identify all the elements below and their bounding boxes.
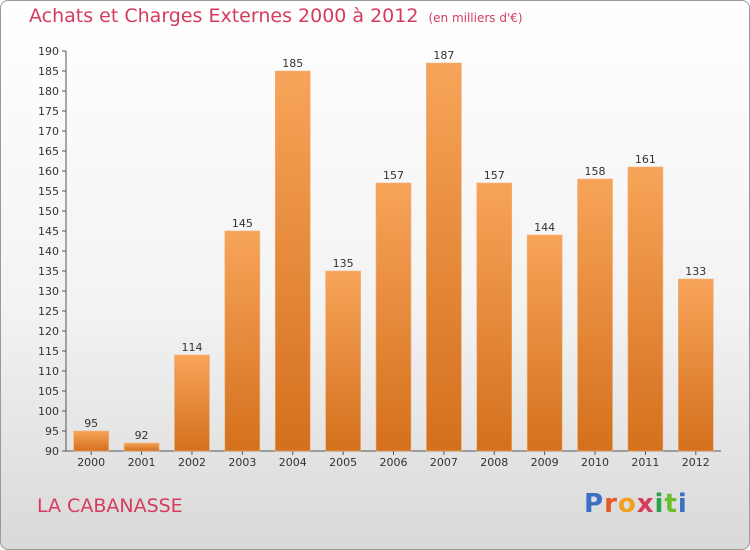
x-tick-label: 2003 xyxy=(228,456,256,469)
x-tick-label: 2008 xyxy=(480,456,508,469)
y-tick-label: 170 xyxy=(38,125,59,138)
y-tick-label: 145 xyxy=(38,225,59,238)
bar-value-label: 144 xyxy=(534,221,555,234)
bar xyxy=(73,430,109,452)
bar xyxy=(224,230,261,452)
proxiti-logo[interactable]: Proxiti xyxy=(584,489,688,519)
bar-value-label: 158 xyxy=(585,165,606,178)
x-tick-label: 2009 xyxy=(531,456,559,469)
y-tick-label: 180 xyxy=(38,85,59,98)
bar-value-label: 95 xyxy=(84,417,98,430)
y-tick-label: 105 xyxy=(38,385,59,398)
bar-value-label: 135 xyxy=(333,257,354,270)
logo-letter: r xyxy=(604,489,618,519)
logo-letter: i xyxy=(654,489,665,519)
bar xyxy=(678,278,714,452)
bar xyxy=(123,442,160,452)
bar xyxy=(526,234,563,452)
logo-letter: i xyxy=(677,489,688,519)
bar xyxy=(627,166,664,452)
logo-letter: P xyxy=(584,489,605,519)
y-tick-label: 160 xyxy=(38,165,59,178)
y-tick-label: 165 xyxy=(38,145,59,158)
x-tick-label: 2004 xyxy=(279,456,307,469)
bar-value-label: 157 xyxy=(383,169,404,182)
bar-value-label: 145 xyxy=(232,217,253,230)
y-tick-label: 95 xyxy=(45,425,59,438)
bar xyxy=(375,182,412,452)
x-tick-label: 2002 xyxy=(178,456,206,469)
chart-title-text: Achats et Charges Externes 2000 à 2012 xyxy=(29,5,419,27)
y-tick-label: 125 xyxy=(38,305,59,318)
x-tick-label: 2001 xyxy=(128,456,156,469)
bar xyxy=(577,178,613,452)
x-tick-label: 2010 xyxy=(581,456,609,469)
y-tick-label: 140 xyxy=(38,245,59,258)
logo-letter: t xyxy=(664,489,678,519)
town-name: LA CABANASSE xyxy=(37,495,183,517)
bar-value-label: 185 xyxy=(282,57,303,70)
bar-value-label: 161 xyxy=(635,153,656,166)
bar xyxy=(325,270,361,452)
y-tick-label: 110 xyxy=(38,365,59,378)
bar xyxy=(274,70,311,452)
y-tick-label: 175 xyxy=(38,105,59,118)
bar-value-label: 157 xyxy=(484,169,505,182)
y-tick-label: 115 xyxy=(38,345,59,358)
y-tick-label: 90 xyxy=(45,445,59,458)
bar xyxy=(174,354,210,452)
bar-value-label: 92 xyxy=(135,429,149,442)
y-tick-label: 155 xyxy=(38,185,59,198)
x-tick-label: 2005 xyxy=(329,456,357,469)
y-tick-label: 150 xyxy=(38,205,59,218)
x-tick-label: 2007 xyxy=(430,456,458,469)
x-tick-label: 2000 xyxy=(77,456,105,469)
y-tick-label: 135 xyxy=(38,265,59,278)
chart-unit: (en milliers d'€) xyxy=(428,11,523,25)
y-tick-label: 190 xyxy=(38,45,59,58)
bar-value-label: 187 xyxy=(433,49,454,62)
bar-value-label: 133 xyxy=(685,265,706,278)
x-tick-label: 2012 xyxy=(682,456,710,469)
y-tick-label: 130 xyxy=(38,285,59,298)
logo-letter: o xyxy=(617,489,637,519)
bar xyxy=(476,182,513,452)
x-tick-label: 2006 xyxy=(380,456,408,469)
y-tick-label: 100 xyxy=(38,405,59,418)
chart-title: Achats et Charges Externes 2000 à 2012 (e… xyxy=(29,5,523,27)
x-tick-label: 2011 xyxy=(631,456,659,469)
bars: 95 92 114 145 185 135 157 187 157 144 158 161 133 xyxy=(73,49,714,452)
bar xyxy=(426,62,462,452)
bar-value-label: 114 xyxy=(181,341,202,354)
logo-letter: x xyxy=(636,489,655,519)
y-tick-label: 120 xyxy=(38,325,59,338)
y-tick-label: 185 xyxy=(38,65,59,78)
